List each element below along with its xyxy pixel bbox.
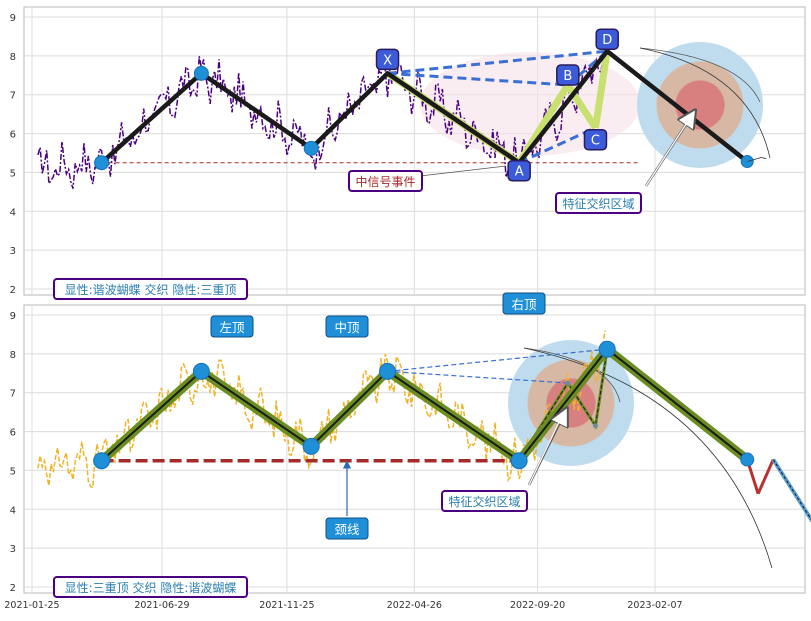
bottom-zigzag-dots bbox=[93, 340, 755, 470]
point-label-box bbox=[507, 159, 531, 182]
x-tick-label: 2023-02-07 bbox=[627, 600, 682, 611]
y-tick-label: 3 bbox=[10, 246, 16, 257]
top-xabcd-labels: X A B C D bbox=[375, 28, 619, 182]
projection-up bbox=[756, 458, 775, 495]
left-top-text: 左顶 bbox=[219, 320, 245, 335]
point-label-c: C bbox=[591, 134, 600, 149]
harmonic-dash-XB bbox=[387, 71, 568, 87]
point-label-a: A bbox=[515, 165, 524, 180]
top-arc-line bbox=[639, 47, 761, 103]
harmonic-leg-CD bbox=[592, 50, 611, 129]
y-tick-label: 7 bbox=[10, 91, 16, 102]
y-tick-label: 2 bbox=[10, 583, 16, 594]
point-label-box bbox=[375, 48, 400, 71]
mid-top-text: 中顶 bbox=[334, 320, 360, 335]
top-pattern-box: 显性:谐波蝴蝶 交织 隐性:三重顶 bbox=[53, 278, 248, 300]
top-zone-label: 特征交织区域 bbox=[555, 192, 642, 214]
top-zone-arrow-inner bbox=[645, 117, 691, 187]
zigzag-point bbox=[303, 140, 319, 156]
y-tick-label: 9 bbox=[10, 311, 16, 322]
y-tick-label: 6 bbox=[10, 130, 16, 141]
harmonic-small-point bbox=[592, 423, 598, 429]
y-tick-label: 8 bbox=[10, 52, 16, 63]
y-tick-label: 8 bbox=[10, 350, 16, 361]
neckline-label: 颈线 bbox=[325, 517, 369, 540]
zigzag-point bbox=[302, 437, 320, 455]
y-tick-label: 4 bbox=[10, 207, 16, 218]
bottom-zone-label: 特征交织区域 bbox=[441, 490, 528, 512]
zigzag-point bbox=[510, 452, 528, 470]
y-tick-label: 4 bbox=[10, 505, 16, 516]
top-signal-text: 中信号事件 bbox=[355, 174, 415, 189]
harmonic-dash-xb bbox=[387, 370, 568, 384]
y-tick-label: 9 bbox=[10, 13, 16, 24]
point-label-box bbox=[595, 28, 619, 50]
point-label-box bbox=[556, 64, 580, 86]
top-arc-line-2 bbox=[639, 47, 771, 159]
x-tick-label: 2022-09-20 bbox=[510, 600, 565, 611]
y-tick-label: 5 bbox=[10, 168, 16, 179]
x-tick-label: 2021-06-29 bbox=[134, 600, 189, 611]
x-tick-label: 2021-11-25 bbox=[259, 600, 314, 611]
x-tick-label: 2022-04-26 bbox=[387, 600, 442, 611]
right-top-label: 右顶 bbox=[502, 292, 546, 315]
y-tick-label: 5 bbox=[10, 466, 16, 477]
point-label-b: B bbox=[563, 69, 572, 84]
bottom-plot: 左顶 中顶 右顶 颈线 特征交织区域 显性:三重顶 交织 隐性:谐波蝴蝶 2 3 4… bbox=[4, 292, 811, 611]
zigzag-point bbox=[379, 362, 397, 380]
zigzag-point bbox=[598, 340, 616, 358]
bottom-zone-text: 特征交织区域 bbox=[448, 494, 520, 509]
bottom-price-series bbox=[37, 330, 606, 489]
zigzag-point bbox=[93, 452, 111, 470]
top-pattern-text: 显性:谐波蝴蝶 交织 隐性:三重顶 bbox=[65, 282, 237, 297]
y-tick-label: 6 bbox=[10, 428, 16, 439]
top-signal-pointer bbox=[419, 165, 507, 177]
bottom-pattern-box: 显性:三重顶 交织 隐性:谐波蝴蝶 bbox=[53, 576, 248, 598]
zigzag-point bbox=[193, 65, 209, 81]
zigzag-point bbox=[740, 452, 755, 467]
end-tick bbox=[747, 157, 767, 162]
neckline-text: 颈线 bbox=[334, 522, 360, 537]
top-zigzag-dots bbox=[94, 65, 767, 171]
top-zone-circle bbox=[637, 42, 763, 168]
harmonic-dash-xd bbox=[387, 348, 608, 372]
harmonic-dash-XD bbox=[387, 49, 608, 75]
bottom-zone-arrow-inner bbox=[528, 415, 563, 486]
bottom-y-ticks: 2 3 4 5 6 7 8 9 bbox=[10, 311, 16, 594]
y-tick-label: 7 bbox=[10, 389, 16, 400]
zigzag-point bbox=[192, 362, 210, 380]
mid-top-label: 中顶 bbox=[325, 315, 369, 338]
harmonic-legs-inner bbox=[518, 349, 608, 461]
bottom-pattern-text: 显性:三重顶 交织 隐性:谐波蝴蝶 bbox=[65, 580, 237, 595]
top-zone-text: 特征交织区域 bbox=[562, 196, 634, 211]
bottom-harmonic-dashes bbox=[387, 348, 609, 462]
point-label-box bbox=[583, 128, 608, 151]
y-tick-label: 2 bbox=[10, 285, 16, 296]
projection-down-2-inner bbox=[772, 459, 811, 521]
harmonic-small-point bbox=[565, 380, 571, 386]
right-top-text: 右顶 bbox=[511, 297, 537, 312]
x-tick-label: 2021-01-25 bbox=[4, 600, 59, 611]
y-tick-label: 3 bbox=[10, 544, 16, 555]
top-signal-label: 中信号事件 bbox=[348, 170, 423, 192]
bottom-arc-line-2 bbox=[523, 347, 773, 569]
zigzag-point bbox=[94, 155, 110, 171]
point-label-d: D bbox=[602, 33, 612, 48]
top-plot: X A B C D 中信号事件 特征交织区域 显性:谐波蝴蝶 交织 隐性:三重顶 2 3 4… bbox=[10, 13, 771, 300]
point-label-x: X bbox=[383, 53, 392, 68]
x-axis-ticks: 2021-01-25 2021-06-29 2021-11-25 2022-04-26… bbox=[4, 600, 682, 611]
top-y-ticks: 2 3 4 5 6 7 8 9 bbox=[10, 13, 16, 296]
left-top-label: 左顶 bbox=[210, 315, 254, 338]
